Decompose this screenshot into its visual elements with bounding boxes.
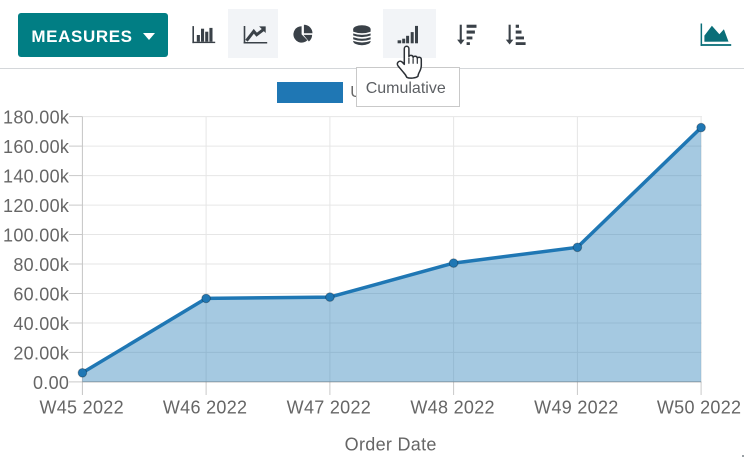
svg-text:140.00k: 140.00k (3, 167, 70, 187)
svg-text:80.00k: 80.00k (13, 255, 70, 275)
svg-text:W50 2022: W50 2022 (657, 398, 741, 418)
svg-text:120.00k: 120.00k (3, 196, 70, 216)
svg-text:0.00: 0.00 (33, 373, 69, 393)
svg-text:W48 2022: W48 2022 (410, 398, 494, 418)
svg-text:Order Date: Order Date (345, 434, 437, 454)
svg-text:W47 2022: W47 2022 (287, 398, 371, 418)
svg-text:160.00k: 160.00k (3, 137, 70, 157)
svg-text:60.00k: 60.00k (13, 285, 70, 305)
svg-text:20.00k: 20.00k (13, 344, 70, 364)
svg-text:100.00k: 100.00k (3, 226, 70, 246)
svg-text:W49 2022: W49 2022 (534, 398, 618, 418)
svg-text:W46 2022: W46 2022 (163, 398, 247, 418)
svg-text:40.00k: 40.00k (13, 314, 70, 334)
svg-text:W45 2022: W45 2022 (39, 398, 123, 418)
svg-text:180.00k: 180.00k (3, 108, 70, 128)
